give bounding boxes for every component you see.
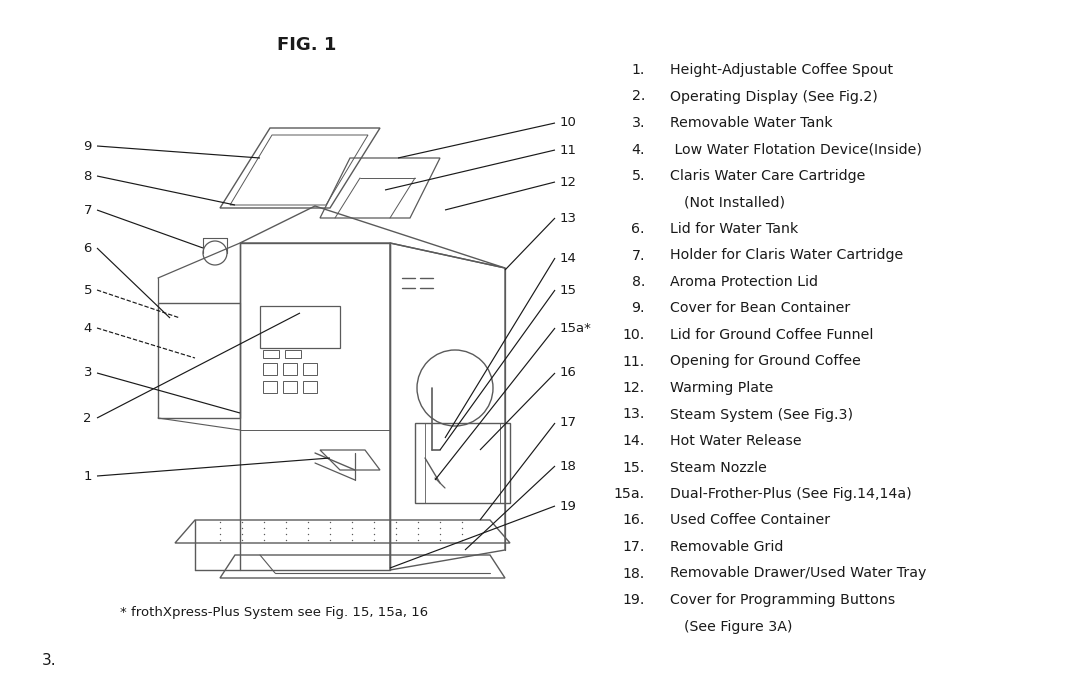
Text: Operating Display (See Fig.2): Operating Display (See Fig.2) — [670, 89, 878, 103]
Text: 6.: 6. — [632, 222, 645, 236]
Text: 8.: 8. — [632, 275, 645, 289]
Text: 11.: 11. — [623, 355, 645, 369]
Text: 16.: 16. — [623, 514, 645, 528]
Text: 4: 4 — [83, 322, 92, 334]
Text: 9: 9 — [83, 140, 92, 152]
Text: 16: 16 — [561, 366, 577, 380]
Text: 15.: 15. — [623, 461, 645, 475]
Text: Removable Grid: Removable Grid — [670, 540, 783, 554]
Text: 14: 14 — [561, 251, 577, 265]
Bar — [283, 363, 297, 375]
Text: 3: 3 — [83, 366, 92, 380]
Text: 19.: 19. — [623, 593, 645, 607]
Text: Claris Water Care Cartridge: Claris Water Care Cartridge — [670, 169, 865, 183]
Text: Removable Drawer/Used Water Tray: Removable Drawer/Used Water Tray — [670, 567, 927, 581]
Bar — [285, 350, 301, 358]
Text: 8: 8 — [83, 170, 92, 182]
Text: Low Water Flotation Device(Inside): Low Water Flotation Device(Inside) — [670, 142, 922, 156]
Bar — [303, 381, 318, 393]
Bar — [283, 381, 297, 393]
Text: Cover for Bean Container: Cover for Bean Container — [670, 302, 850, 315]
Text: 12: 12 — [561, 175, 577, 188]
Text: 1.: 1. — [632, 63, 645, 77]
Text: 18.: 18. — [623, 567, 645, 581]
Text: 6: 6 — [83, 242, 92, 255]
Text: Dual-Frother-Plus (See Fig.14,14a): Dual-Frother-Plus (See Fig.14,14a) — [670, 487, 912, 501]
Text: 13: 13 — [561, 211, 577, 225]
Text: 15: 15 — [561, 283, 577, 297]
Text: Lid for Ground Coffee Funnel: Lid for Ground Coffee Funnel — [670, 328, 874, 342]
Text: FIG. 1: FIG. 1 — [278, 36, 337, 54]
Text: 7: 7 — [83, 204, 92, 216]
Text: 15a.: 15a. — [613, 487, 645, 501]
Text: 11: 11 — [561, 144, 577, 156]
Text: 1: 1 — [83, 470, 92, 482]
Text: Used Coffee Container: Used Coffee Container — [670, 514, 831, 528]
Text: * frothXpress-Plus System see Fig. 15, 15a, 16: * frothXpress-Plus System see Fig. 15, 1… — [120, 606, 428, 619]
Bar — [264, 363, 276, 375]
Text: 5.: 5. — [632, 169, 645, 183]
Text: Warming Plate: Warming Plate — [670, 381, 773, 395]
Text: Steam Nozzle: Steam Nozzle — [670, 461, 767, 475]
Text: (Not Installed): (Not Installed) — [684, 195, 785, 209]
Text: 4.: 4. — [632, 142, 645, 156]
Text: Opening for Ground Coffee: Opening for Ground Coffee — [670, 355, 861, 369]
Text: 17: 17 — [561, 417, 577, 429]
Text: 18: 18 — [561, 459, 577, 473]
Bar — [264, 350, 279, 358]
Text: 10.: 10. — [623, 328, 645, 342]
Text: 19: 19 — [561, 500, 577, 512]
Bar — [260, 306, 340, 348]
Text: 15a*: 15a* — [561, 322, 592, 334]
Text: 13.: 13. — [623, 408, 645, 422]
Text: 3.: 3. — [632, 116, 645, 130]
Text: 3.: 3. — [42, 653, 56, 668]
Text: Hot Water Release: Hot Water Release — [670, 434, 801, 448]
Bar — [264, 381, 276, 393]
Text: 5: 5 — [83, 283, 92, 297]
Text: 17.: 17. — [623, 540, 645, 554]
Text: 2: 2 — [83, 412, 92, 424]
Text: 2.: 2. — [632, 89, 645, 103]
Text: 12.: 12. — [623, 381, 645, 395]
Text: Lid for Water Tank: Lid for Water Tank — [670, 222, 798, 236]
Text: (See Figure 3A): (See Figure 3A) — [684, 620, 793, 634]
Text: 10: 10 — [561, 117, 577, 130]
Text: Steam System (See Fig.3): Steam System (See Fig.3) — [670, 408, 853, 422]
Text: Holder for Claris Water Cartridge: Holder for Claris Water Cartridge — [670, 248, 903, 262]
Text: Cover for Programming Buttons: Cover for Programming Buttons — [670, 593, 895, 607]
Text: Removable Water Tank: Removable Water Tank — [670, 116, 833, 130]
Text: Height-Adjustable Coffee Spout: Height-Adjustable Coffee Spout — [670, 63, 893, 77]
Text: 7.: 7. — [632, 248, 645, 262]
Text: 9.: 9. — [632, 302, 645, 315]
Text: 14.: 14. — [623, 434, 645, 448]
Bar — [303, 363, 318, 375]
Text: Aroma Protection Lid: Aroma Protection Lid — [670, 275, 818, 289]
